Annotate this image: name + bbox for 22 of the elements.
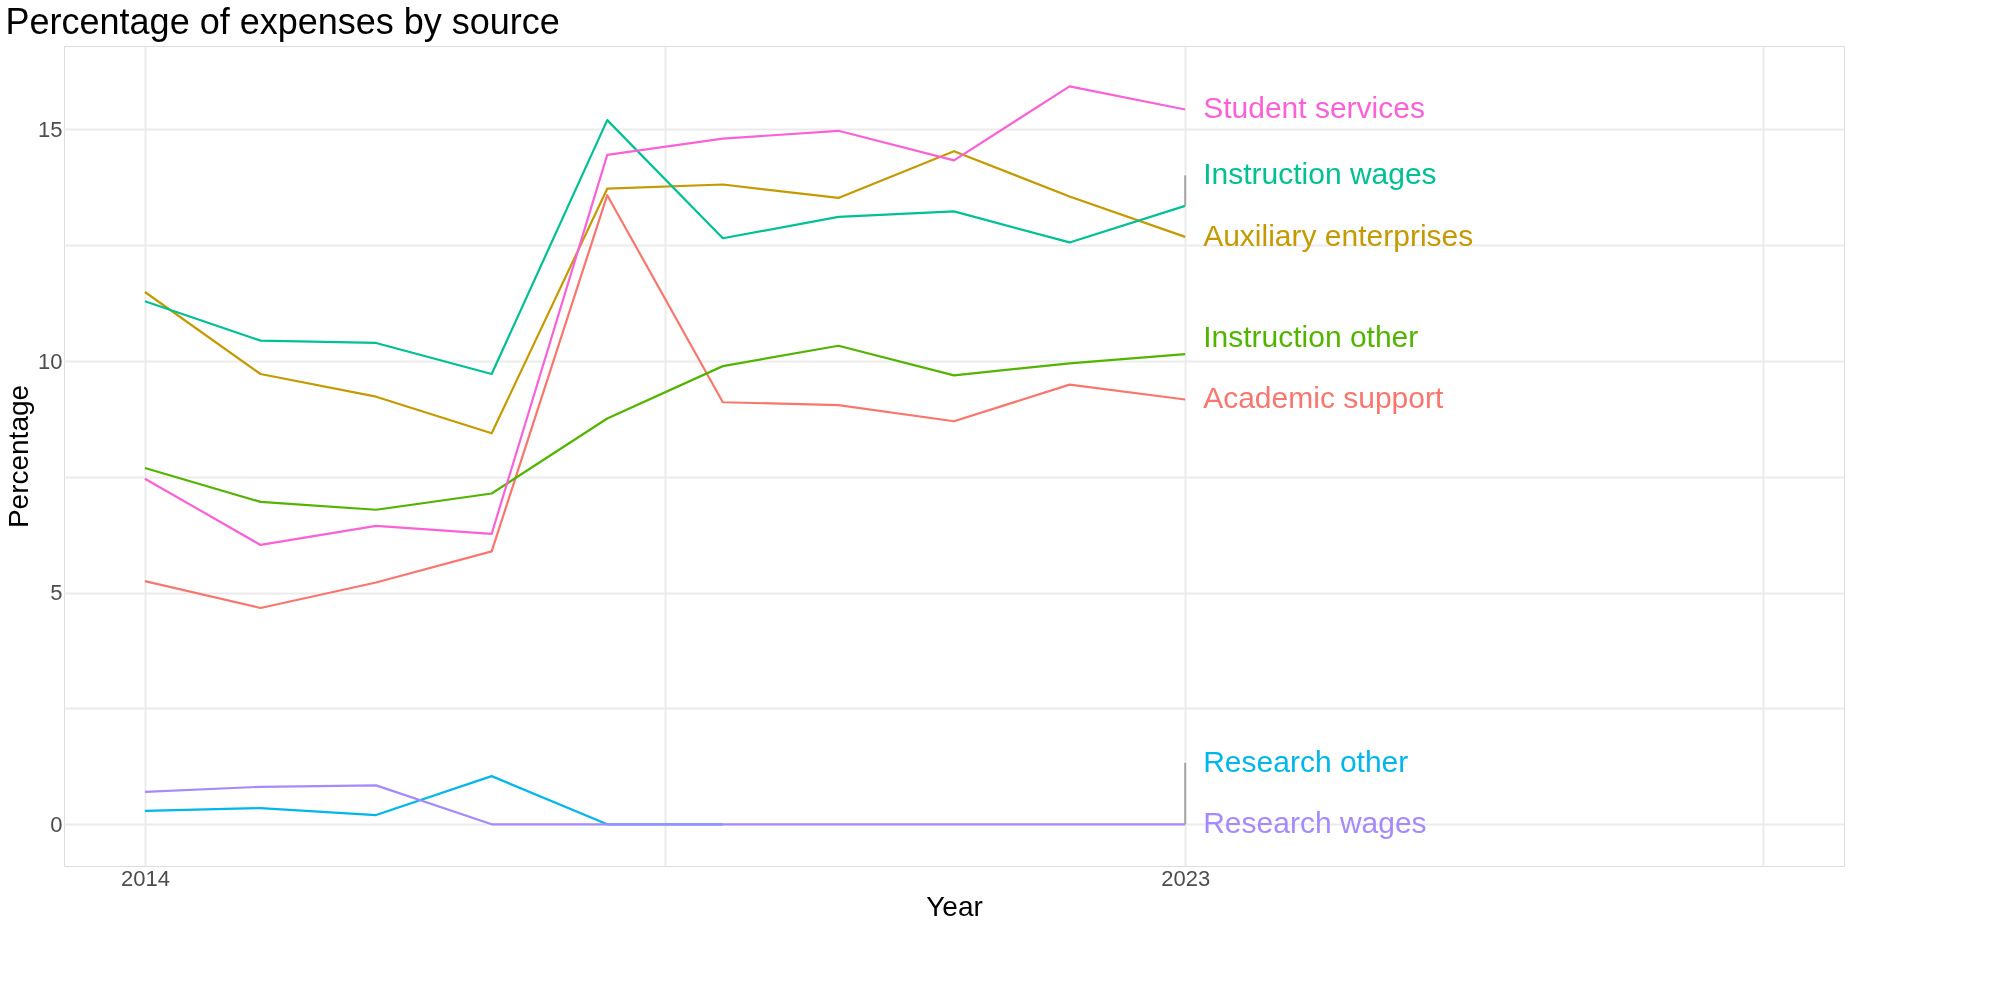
line-series	[143, 784, 1187, 826]
series-label: Research wages	[1203, 806, 1427, 840]
series-label: Student services	[1203, 91, 1425, 125]
y-tick-label: 5	[50, 580, 63, 606]
series-label: Academic support	[1203, 381, 1444, 415]
x-axis-title: Year	[926, 890, 983, 922]
y-tick-label: 15	[38, 116, 63, 142]
y-axis-title: Percentage	[3, 384, 35, 529]
y-tick-label: 10	[38, 348, 63, 374]
line-series	[143, 85, 1187, 547]
text: Research other	[1203, 744, 1409, 778]
line-series	[143, 119, 1187, 376]
series-label: Auxiliary enterprises	[1203, 218, 1474, 252]
x-tick-label: 2023	[1161, 865, 1211, 891]
line-series	[143, 150, 1187, 435]
x-tick-label: 2014	[120, 865, 170, 891]
y-tick-label: 0	[50, 811, 63, 837]
chart-title: Percentage of expenses by source	[5, 1, 560, 42]
series-label: Instruction other	[1203, 319, 1419, 353]
line-series	[143, 344, 1187, 511]
series-label: Instruction wages	[1203, 157, 1437, 191]
line-series	[143, 194, 1187, 610]
